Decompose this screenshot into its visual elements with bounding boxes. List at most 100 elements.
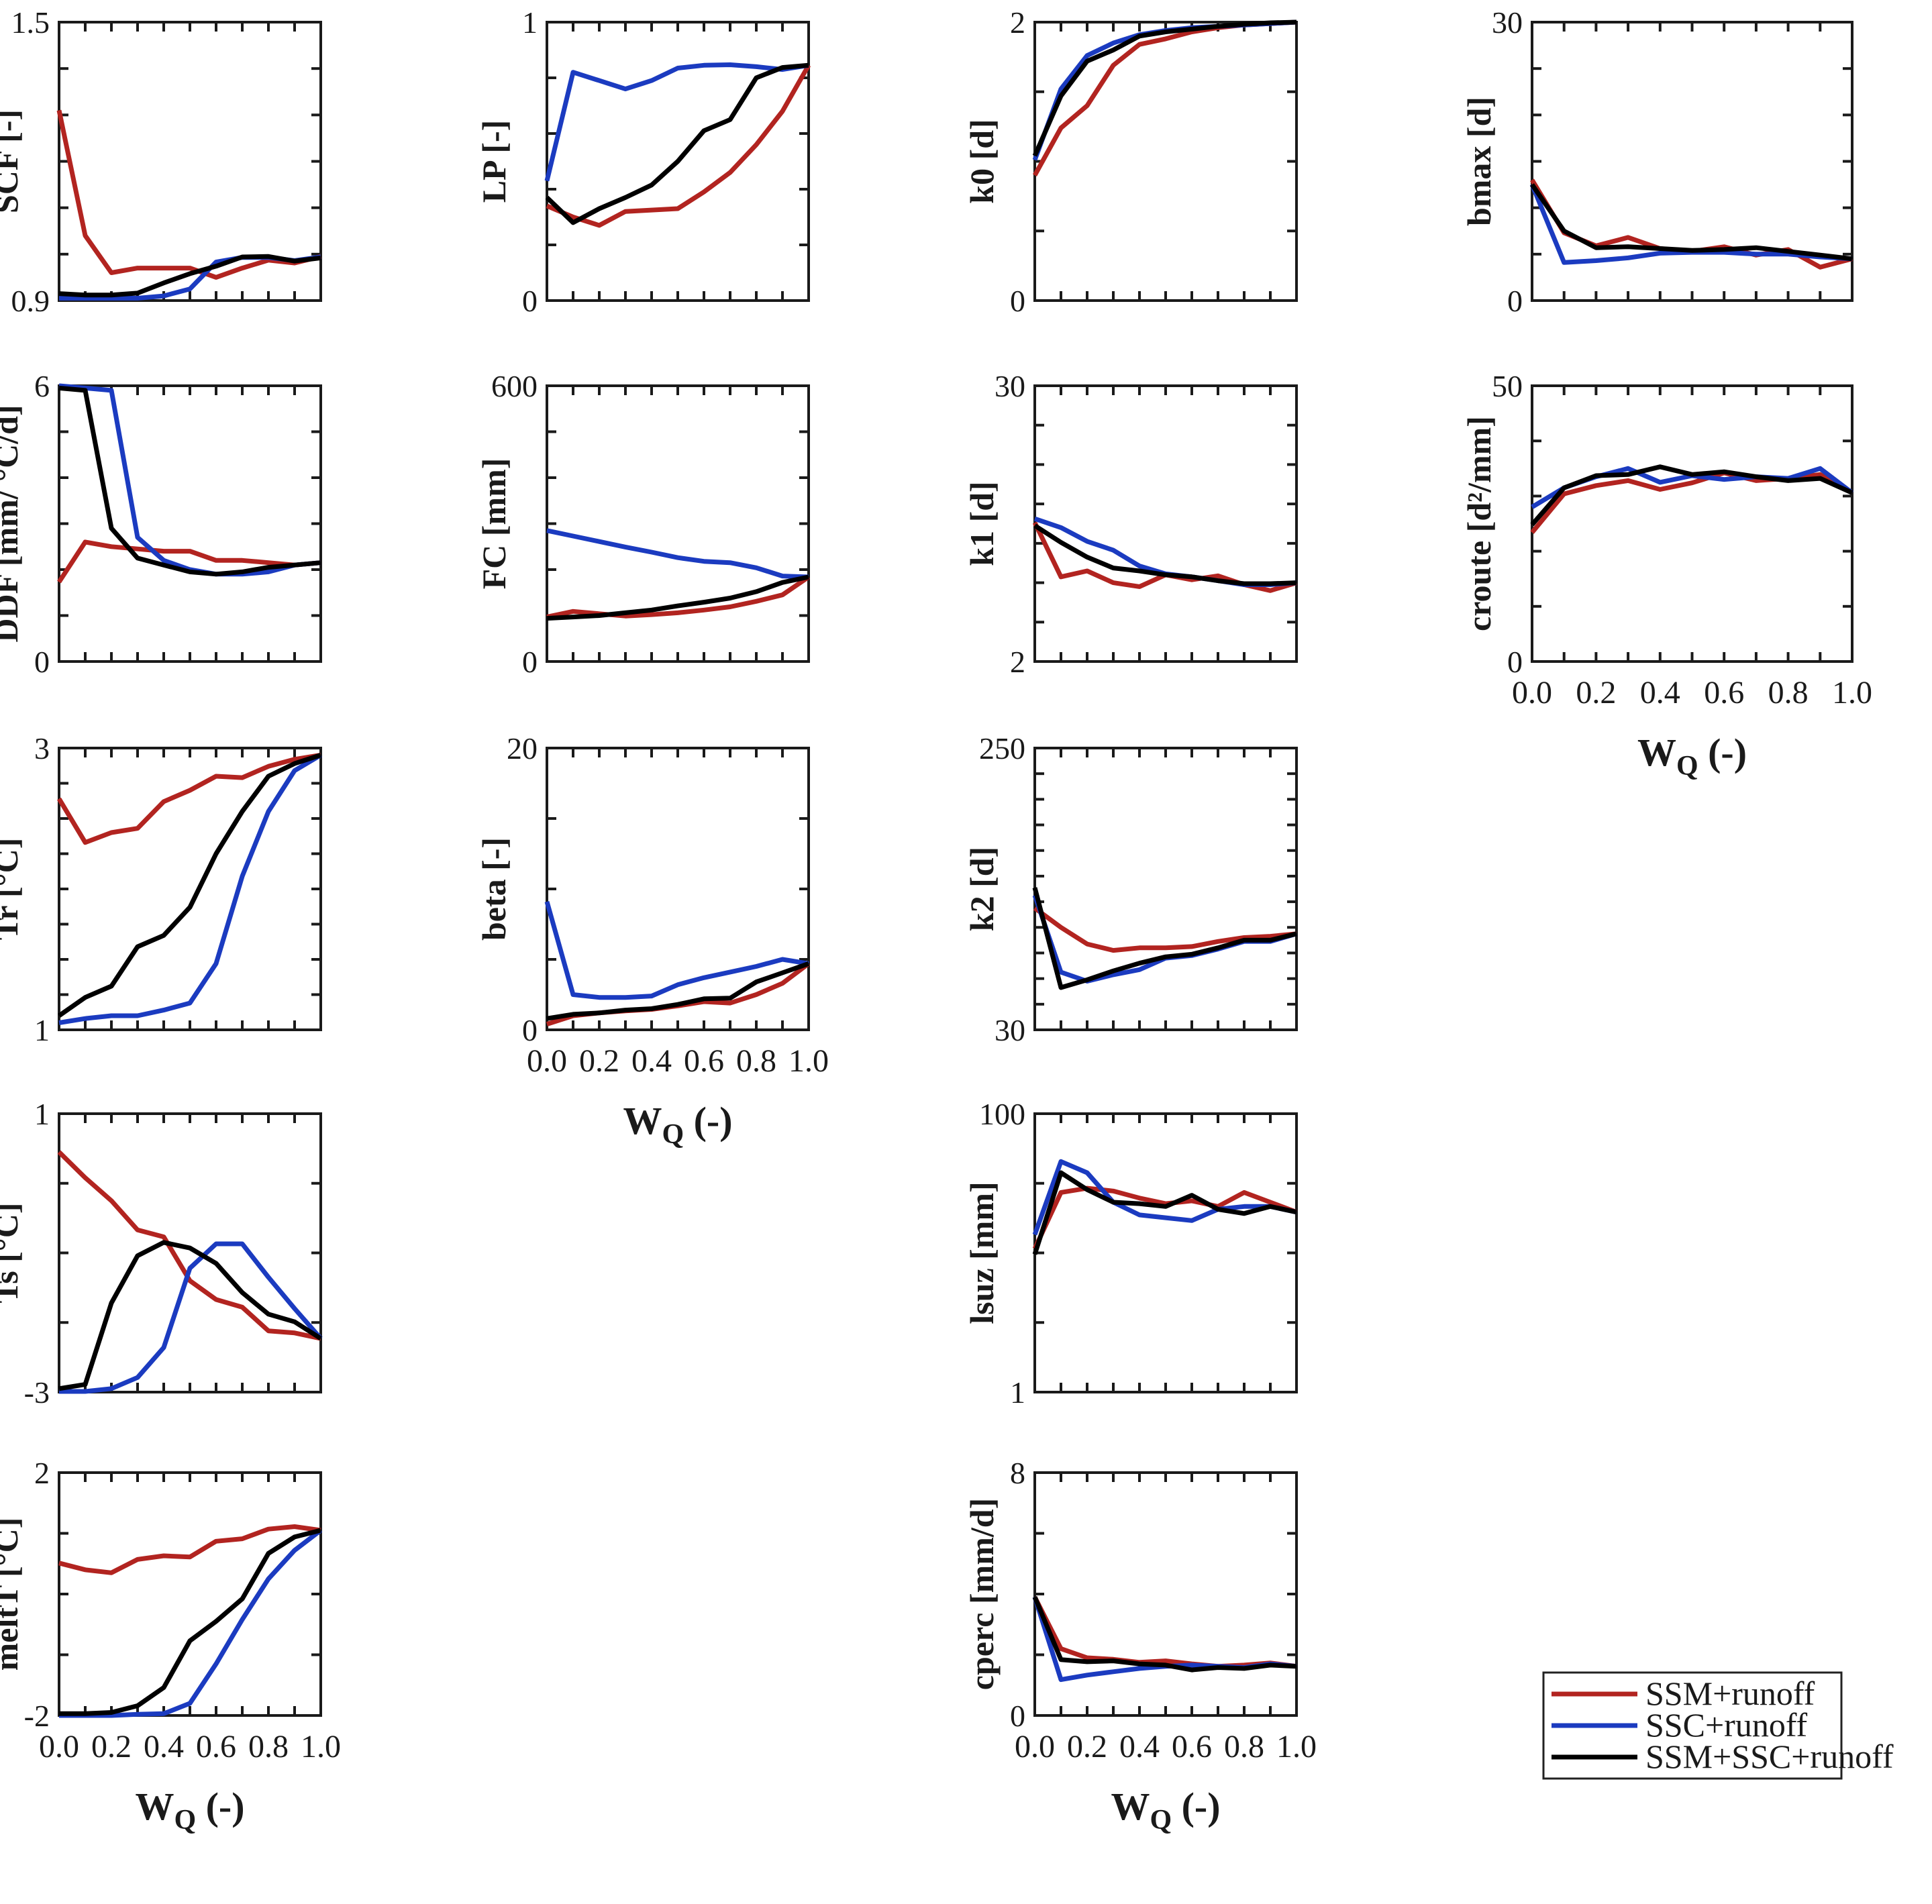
x-tick-label: 0.8 — [1768, 675, 1809, 710]
legend-label-ssm_ssc: SSM+SSC+runoff — [1645, 1738, 1894, 1775]
x-tick-label: 1.0 — [301, 1729, 341, 1764]
x-ticks — [58, 1473, 322, 1715]
line-croute-ssm_ssc — [1530, 464, 1853, 527]
subplot-tr: 3 1 Tr [°C] — [0, 731, 322, 1047]
y-axis-label: Tr [°C] — [0, 838, 25, 941]
y-axis-label: k1 [d] — [963, 481, 1001, 566]
y-min-label: 2 — [1010, 645, 1025, 679]
y-min-label: -3 — [24, 1375, 50, 1410]
line-lsuz-ssm — [1032, 1185, 1298, 1250]
line-lp-ssm_ssc — [545, 62, 809, 225]
x-tick-label: 0.0 — [1512, 675, 1552, 710]
y-axis-label: bmax [d] — [1460, 97, 1498, 226]
x-ticks — [58, 1114, 322, 1392]
x-tick-label: 0.4 — [1119, 1729, 1160, 1764]
subplot-bmax: 30 0 bmax [d] — [1460, 5, 1853, 318]
y-min-label: 0 — [522, 1013, 538, 1047]
y-ticks — [547, 384, 809, 663]
subplot-scf: 1.5 0.9 SCF [-] — [0, 5, 322, 318]
y-ticks — [1035, 21, 1297, 302]
y-axis-label: lsuz [mm] — [963, 1181, 1001, 1324]
y-ticks — [1035, 384, 1297, 663]
subplot-lsuz: 100 1 lsuz [mm] — [963, 1097, 1298, 1410]
line-tr-ssc — [58, 753, 322, 1025]
line-fc-ssc — [546, 528, 809, 580]
plot-box — [58, 384, 322, 663]
line-meltt-ssm_ssc — [59, 1528, 321, 1716]
line-meltt-ssc — [59, 1528, 323, 1718]
y-max-label: 30 — [995, 369, 1025, 403]
plot-box — [1033, 21, 1298, 302]
y-max-label: 100 — [979, 1097, 1025, 1131]
x-tick-label: 0.0 — [527, 1043, 567, 1079]
x-ticks — [58, 386, 322, 662]
x-axis-label: WQ (-) — [1111, 1785, 1220, 1836]
y-max-label: 1.5 — [11, 5, 50, 40]
plot-box — [1531, 384, 1853, 663]
y-ticks — [1532, 21, 1852, 302]
x-tick-label: 0.8 — [248, 1729, 289, 1764]
line-scf-ssm_ssc — [58, 254, 321, 298]
line-k0-ssm — [1032, 19, 1297, 176]
x-ticks — [1531, 22, 1853, 301]
y-ticks — [59, 384, 321, 663]
x-tick-label: 0.6 — [1704, 675, 1744, 710]
x-axis-label: WQ (-) — [135, 1785, 244, 1836]
line-lp-ssm — [546, 64, 811, 228]
subplot-ts: 1 -3 Ts [°C] — [0, 1097, 323, 1410]
y-axis-label: meltT [°C] — [0, 1518, 25, 1671]
y-ticks — [59, 747, 321, 1031]
line-scf-ssm — [56, 109, 321, 280]
x-tick-label: 0.0 — [39, 1729, 79, 1764]
y-min-label: 0 — [1010, 284, 1025, 318]
plot-box — [1033, 1112, 1298, 1393]
x-ticks — [546, 386, 810, 662]
y-axis-label: FC [mm] — [475, 458, 513, 590]
y-axis-label: DDF [mm/ °C/d] — [0, 405, 25, 642]
line-k2-ssm — [1033, 906, 1297, 953]
x-ticks — [546, 748, 810, 1030]
y-max-label: 600 — [491, 369, 538, 403]
y-axis-label: beta [-] — [475, 837, 513, 941]
subplot-meltt: 2 -2 meltT [°C] 0.0 0.2 0.4 0.6 0.8 1.0 WQ (-) — [0, 1456, 341, 1836]
subplot-k1: 30 2 k1 [d] — [963, 369, 1298, 679]
y-min-label: 0 — [1010, 1699, 1025, 1733]
line-bmax-ssm_ssc — [1530, 183, 1853, 262]
plot-box — [1033, 384, 1298, 663]
plot-box — [1033, 747, 1298, 1031]
y-ticks — [1035, 747, 1297, 1031]
x-tick-label: 0.6 — [1172, 1729, 1212, 1764]
subplot-ddf: 6 0 DDF [mm/ °C/d] — [0, 369, 322, 679]
x-tick-label: 0.8 — [736, 1043, 776, 1079]
y-max-label: 1 — [34, 1097, 50, 1131]
x-ticks — [546, 22, 810, 301]
x-ticks — [1033, 748, 1298, 1030]
x-tick-label: 1.0 — [789, 1043, 829, 1079]
y-max-label: 250 — [979, 731, 1025, 765]
y-max-label: 2 — [34, 1456, 50, 1490]
line-meltt-ssm — [58, 1524, 321, 1575]
line-tr-ssm_ssc — [57, 753, 322, 1018]
plot-box — [546, 384, 810, 663]
line-ts-ssm_ssc — [58, 1240, 322, 1391]
subplot-cperc: 8 0 cperc [mm/d] 0.0 0.2 0.4 0.6 0.8 1.0 WQ (-) — [963, 1456, 1317, 1836]
x-tick-label: 0.2 — [579, 1043, 619, 1079]
y-max-label: 2 — [1010, 5, 1025, 40]
x-axis-label: WQ (-) — [623, 1099, 732, 1150]
x-tick-label: 0.4 — [631, 1043, 672, 1079]
subplot-beta: 20 0 beta [-] 0.0 0.2 0.4 0.6 0.8 1.0 WQ (-) — [475, 731, 829, 1150]
y-max-label: 3 — [34, 731, 50, 765]
y-axis-label: LP [-] — [475, 120, 513, 203]
x-tick-label: 1.0 — [1832, 675, 1872, 710]
x-ticks — [1033, 386, 1298, 662]
y-ticks — [59, 21, 321, 302]
y-min-label: 0.9 — [11, 284, 50, 318]
line-ddf-ssm — [57, 539, 321, 584]
x-tick-label: 0.6 — [684, 1043, 724, 1079]
y-min-label: 1 — [34, 1013, 50, 1047]
x-tick-label: 0.2 — [1067, 1729, 1107, 1764]
y-max-label: 6 — [34, 369, 50, 403]
y-min-label: 0 — [1507, 284, 1523, 318]
y-max-label: 1 — [522, 5, 538, 40]
